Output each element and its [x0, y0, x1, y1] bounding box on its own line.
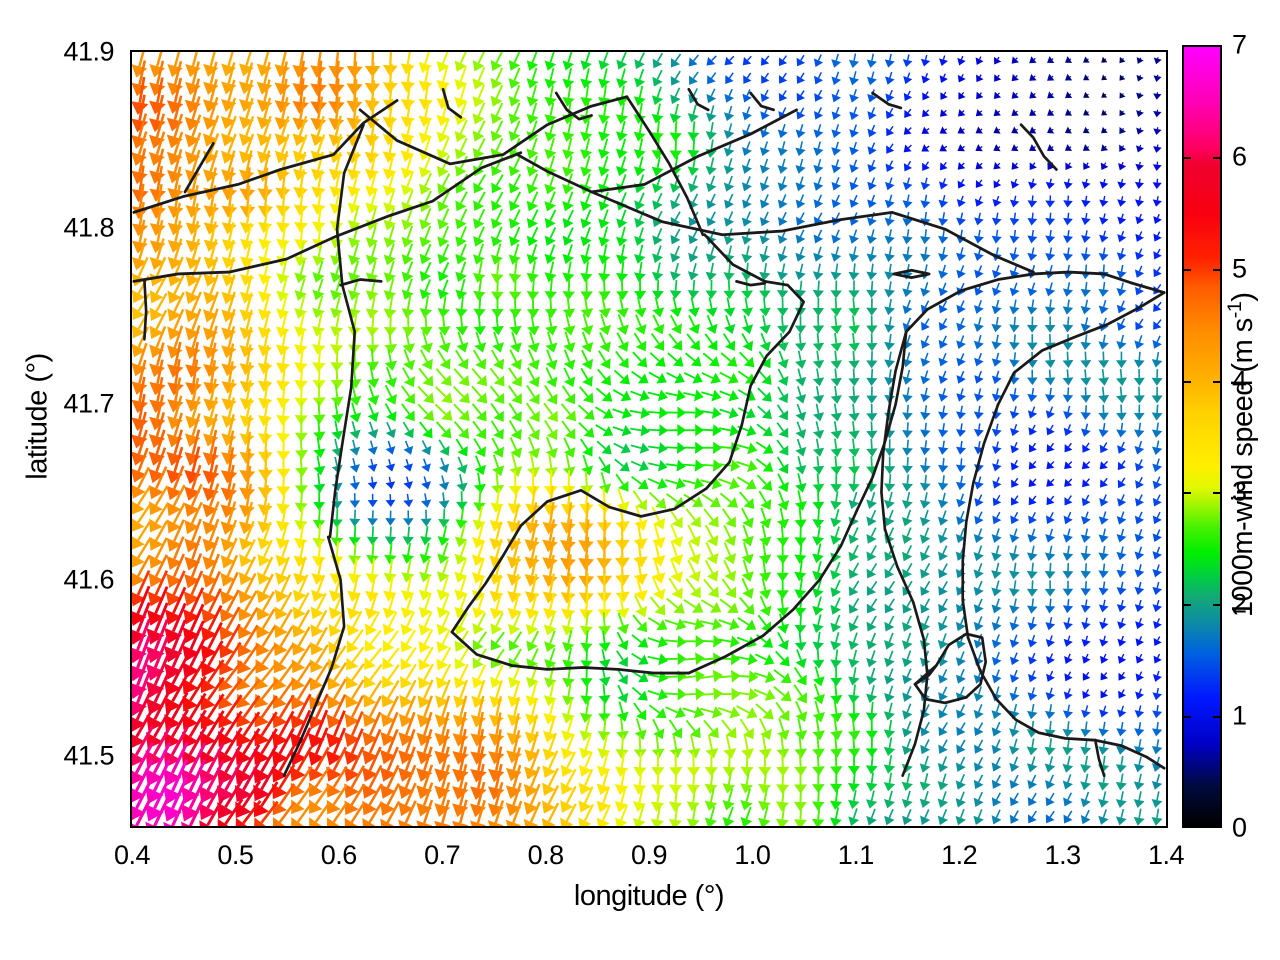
colorbar-tick-1: [1182, 716, 1191, 719]
colorbar-label-2: 2: [1232, 588, 1247, 619]
colorbar-tick-right-1: [1213, 716, 1222, 719]
x-tick-0.9: 0.9: [630, 840, 668, 870]
y-axis-title: latitude (°): [21, 353, 54, 480]
wind-vector-field: [132, 52, 1166, 826]
colorbar-ticks: [1182, 45, 1222, 828]
y-tick-41.7: 41.7: [63, 388, 114, 419]
colorbar: 0 1 2 3 4 5 6 7 1000m-wind speed (m s-1): [1182, 31, 1280, 841]
colorbar-tick-right-5: [1213, 268, 1222, 271]
colorbar-tick-right-2: [1213, 604, 1222, 607]
y-tick-41.8: 41.8: [63, 212, 114, 243]
x-tick-1.1: 1.1: [837, 840, 875, 870]
colorbar-label-0: 0: [1232, 812, 1247, 843]
colorbar-tick-right-3: [1213, 492, 1222, 495]
colorbar-tick-right-4: [1213, 380, 1222, 383]
x-tick-1.2: 1.2: [941, 840, 978, 870]
x-tick-1.0: 1.0: [734, 840, 771, 870]
colorbar-tick-3: [1182, 492, 1191, 495]
x-tick-1.3: 1.3: [1044, 840, 1082, 870]
colorbar-tick-6: [1182, 156, 1191, 159]
colorbar-label-4: 4: [1232, 365, 1247, 396]
x-tick-0.8: 0.8: [527, 840, 565, 870]
y-tick-41.6: 41.6: [63, 564, 114, 595]
colorbar-label-1: 1: [1232, 700, 1247, 731]
colorbar-label-6: 6: [1232, 141, 1247, 172]
colorbar-label-3: 3: [1232, 476, 1247, 507]
x-tick-0.6: 0.6: [320, 840, 358, 870]
colorbar-title-tail: ): [1226, 292, 1259, 302]
colorbar-label-7: 7: [1232, 29, 1247, 60]
plot-area: [130, 50, 1168, 828]
colorbar-tick-2: [1182, 604, 1191, 607]
colorbar-gradient: [1182, 45, 1222, 828]
colorbar-tick-4: [1182, 380, 1191, 383]
colorbar-title-superscript: -1: [1224, 301, 1247, 319]
x-axis-title: longitude (°): [573, 880, 725, 912]
x-tick-1.4: 1.4: [1147, 840, 1185, 870]
y-tick-41.9: 41.9: [63, 36, 114, 67]
x-tick-0.7: 0.7: [424, 840, 461, 870]
colorbar-tick-right-6: [1213, 156, 1222, 159]
colorbar-tick-5: [1182, 268, 1191, 271]
y-tick-41.5: 41.5: [63, 740, 114, 771]
colorbar-label-5: 5: [1232, 253, 1247, 284]
colorbar-title: 1000m-wind speed (m s-1): [1224, 175, 1260, 735]
x-tick-0.4: 0.4: [113, 840, 151, 870]
x-tick-0.5: 0.5: [217, 840, 254, 870]
colorbar-title-main: 1000m-wind speed (m s: [1226, 318, 1259, 618]
